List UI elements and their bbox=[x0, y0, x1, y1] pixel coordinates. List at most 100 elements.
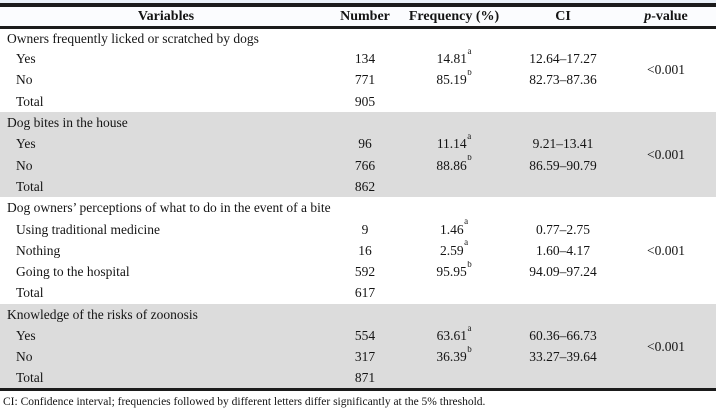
frequency-cell: 1.46a bbox=[398, 219, 510, 240]
col-header-ci: CI bbox=[510, 5, 616, 29]
variable-cell: Going to the hospital bbox=[16, 264, 130, 280]
frequency-cell: 11.14a bbox=[398, 133, 510, 155]
table-body: Owners frequently licked or scratched by… bbox=[0, 27, 716, 390]
frequency-cell-empty bbox=[398, 91, 510, 112]
data-row: Using traditional medicine 9 1.46a 0.77–2.7… bbox=[0, 219, 716, 257]
p-value-cell-empty bbox=[616, 367, 716, 390]
total-label-cell: Total bbox=[0, 176, 332, 198]
total-number-cell: 617 bbox=[354, 285, 376, 301]
data-row: Yes 96 11.14a 9.21–13.41 <0.001 bbox=[0, 133, 716, 177]
frequency-superscript: b bbox=[467, 69, 472, 77]
frequency-cell-empty bbox=[398, 283, 510, 304]
data-row: Yes 134 14.81a 12.64–17.27 <0.001 bbox=[0, 48, 716, 76]
ci-cell: 86.59–90.79 bbox=[510, 154, 616, 177]
p-value-cell: <0.001 bbox=[616, 325, 716, 368]
frequency-cell-empty bbox=[398, 176, 510, 198]
total-row: Total 862 bbox=[0, 176, 716, 198]
ci-cell: 1.60–4.17 bbox=[536, 242, 590, 258]
ci-cell: 60.36–66.73 bbox=[510, 325, 616, 347]
frequency-cell: 63.61a bbox=[398, 325, 510, 347]
variable-cell: No bbox=[0, 346, 332, 368]
total-row: Total 871 bbox=[0, 367, 716, 390]
frequency-value: 88.86 bbox=[436, 157, 467, 173]
frequency-superscript: b bbox=[467, 346, 472, 354]
frequency-superscript: a bbox=[464, 239, 469, 248]
frequency-cell: 2.59a bbox=[398, 240, 510, 261]
ci-cell: 33.27–39.64 bbox=[510, 346, 616, 368]
data-row: Nothing 16 2.59a 1.60–4.17 bbox=[0, 240, 716, 261]
number-cell: 96 bbox=[332, 133, 398, 155]
section-title-row: Owners frequently licked or scratched by… bbox=[0, 27, 716, 48]
col-header-variables: Variables bbox=[0, 5, 332, 29]
frequency-value: 36.39 bbox=[436, 349, 467, 365]
frequency-cell: 95.95b bbox=[398, 261, 510, 282]
ci-cell: 0.77–2.75 bbox=[536, 221, 590, 237]
p-value-italic-letter: p bbox=[644, 8, 652, 24]
frequency-value: 63.61 bbox=[436, 328, 467, 344]
number-cell: 9 bbox=[361, 221, 369, 237]
variable-cell: Yes bbox=[0, 325, 332, 347]
ci-cell: 9.21–13.41 bbox=[510, 133, 616, 155]
variable-cell: Yes bbox=[16, 51, 36, 67]
frequency-cell-empty bbox=[398, 367, 510, 390]
total-number-cell: 862 bbox=[332, 176, 398, 198]
frequency-superscript: a bbox=[467, 325, 472, 333]
number-cell: 766 bbox=[332, 154, 398, 177]
frequency-value: 85.19 bbox=[436, 72, 467, 88]
total-label-cell: Total bbox=[0, 367, 332, 390]
section-title-row: Knowledge of the risks of zoonosis bbox=[0, 303, 716, 326]
ci-cell-empty bbox=[510, 367, 616, 390]
col-header-frequency: Frequency (%) bbox=[398, 5, 510, 29]
total-number-cell: 871 bbox=[332, 367, 398, 390]
total-row: Total 617 bbox=[0, 283, 716, 304]
number-cell: 317 bbox=[332, 346, 398, 368]
p-value-cell: <0.001 bbox=[647, 242, 685, 258]
ci-cell: 82.73–87.36 bbox=[529, 72, 597, 88]
frequency-value: 95.95 bbox=[436, 264, 467, 280]
ci-cell: 12.64–17.27 bbox=[529, 51, 597, 67]
table-footnote: CI: Confidence interval; frequencies fol… bbox=[3, 395, 486, 408]
frequency-value: 11.14 bbox=[436, 136, 467, 152]
p-value-cell-empty bbox=[616, 176, 716, 198]
variable-cell: No bbox=[16, 72, 33, 88]
col-header-pvalue: p-value bbox=[616, 5, 716, 29]
total-label-cell: Total bbox=[16, 93, 44, 109]
data-row: Going to the hospital 592 95.95b 94.09–97.2… bbox=[0, 261, 716, 282]
variable-cell: Using traditional medicine bbox=[16, 221, 160, 237]
number-cell: 554 bbox=[332, 325, 398, 347]
frequency-cell: 14.81a bbox=[398, 48, 510, 69]
page-margin-strip bbox=[0, 0, 716, 3]
frequency-cell: 85.19b bbox=[398, 70, 510, 91]
results-table: Variables Number Frequency (%) CI p-valu… bbox=[0, 3, 716, 391]
data-row: Yes 554 63.61a 60.36–66.73 <0.001 bbox=[0, 325, 716, 368]
number-cell: 16 bbox=[358, 242, 372, 258]
section-title-row: Dog bites in the house bbox=[0, 112, 716, 134]
p-value-rest: -value bbox=[651, 8, 688, 24]
variable-cell: Nothing bbox=[16, 242, 61, 258]
frequency-superscript: b bbox=[467, 154, 472, 163]
table-header: Variables Number Frequency (%) CI p-valu… bbox=[0, 5, 716, 29]
number-cell: 592 bbox=[354, 264, 376, 280]
total-row: Total 905 bbox=[0, 91, 716, 112]
number-cell: 134 bbox=[354, 51, 376, 67]
number-cell: 771 bbox=[354, 72, 376, 88]
col-header-number: Number bbox=[332, 5, 398, 29]
frequency-superscript: a bbox=[467, 133, 472, 141]
frequency-value: 14.81 bbox=[436, 51, 467, 67]
total-number-cell: 905 bbox=[354, 93, 376, 109]
p-value-cell-empty bbox=[616, 91, 716, 112]
frequency-superscript: a bbox=[467, 48, 472, 56]
frequency-superscript: a bbox=[464, 218, 469, 227]
p-value-cell: <0.001 bbox=[616, 133, 716, 177]
header-row: Variables Number Frequency (%) CI p-valu… bbox=[0, 5, 716, 29]
frequency-value: 2.59 bbox=[439, 242, 464, 258]
section-title: Knowledge of the risks of zoonosis bbox=[0, 303, 716, 326]
frequency-superscript: b bbox=[467, 261, 472, 269]
frequency-cell: 36.39b bbox=[398, 346, 510, 368]
section-title: Dog owners’ perceptions of what to do in… bbox=[7, 200, 331, 216]
variable-cell: No bbox=[0, 154, 332, 177]
ci-cell-empty bbox=[510, 91, 616, 112]
ci-cell-empty bbox=[510, 283, 616, 304]
ci-cell: 94.09–97.24 bbox=[529, 264, 597, 280]
